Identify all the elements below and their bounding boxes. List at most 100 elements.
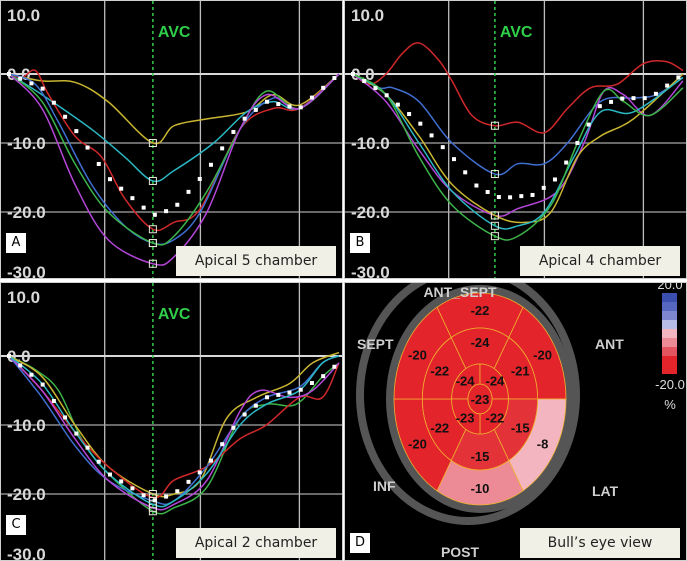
- segment-value: -24: [456, 374, 476, 389]
- average-strain-dot: [141, 205, 146, 210]
- colorbar-step: [662, 293, 677, 302]
- avc-peak-marker: [148, 139, 157, 147]
- average-strain-dot: [575, 141, 580, 145]
- average-strain-dot: [586, 122, 591, 127]
- strain-curve-chart: 10.0 0.0 -10.0 -20.0 -30.0 AVC: [1, 1, 342, 278]
- segment-value: -21: [511, 363, 530, 378]
- panel-a-apical-5-chamber: 10.0 0.0 -10.0 -20.0 -30.0 AVC A Apical 5 cha…: [0, 0, 343, 279]
- average-strain-dot: [620, 96, 625, 101]
- average-strain-dot: [373, 86, 378, 91]
- y-tick-label: 10.0: [351, 6, 384, 25]
- wall-label: SEPT: [357, 336, 394, 352]
- average-strain-dot: [175, 202, 180, 207]
- strain-curve-cyan: [352, 73, 684, 230]
- strain-curve-red: [352, 42, 684, 134]
- average-strain-dot: [265, 99, 270, 104]
- average-strain-dot: [242, 412, 247, 417]
- average-strain-dot: [395, 102, 400, 107]
- strain-curve-red: [8, 69, 340, 232]
- average-strain-dot: [186, 479, 191, 484]
- segment-value: -20: [408, 347, 427, 362]
- panel-letter: C: [6, 515, 26, 535]
- avc-peak-marker: [490, 170, 499, 179]
- average-strain-dot: [29, 81, 34, 86]
- average-strain-dot: [152, 498, 157, 503]
- colorbar-min-label: -20.0: [655, 377, 685, 392]
- average-strain-dot: [265, 395, 270, 400]
- y-tick-label: -10.0: [351, 134, 390, 153]
- average-strain-dot: [485, 189, 490, 194]
- average-strain-dot: [164, 209, 169, 214]
- colorbar-step: [662, 329, 677, 338]
- colorbar-step: [662, 365, 677, 374]
- average-strain-dot: [276, 102, 281, 107]
- average-strain-dot: [40, 86, 45, 91]
- y-tick-label: -30.0: [351, 263, 390, 278]
- average-strain-dot: [429, 133, 434, 138]
- y-tick-label: 0.0: [351, 65, 375, 84]
- colorbar-step: [662, 311, 677, 320]
- average-strain-dot: [242, 116, 247, 121]
- average-strain-dot: [418, 121, 423, 126]
- average-strain-dot: [384, 93, 389, 98]
- average-strain-dot: [231, 129, 236, 134]
- colorbar-unit: %: [664, 397, 676, 412]
- average-strain-dot: [96, 161, 101, 166]
- segment-value: -24: [471, 335, 491, 350]
- strain-curve-magenta: [8, 355, 340, 511]
- y-tick-label: -30.0: [7, 263, 46, 278]
- average-strain-dot: [220, 442, 225, 447]
- y-tick-label: 0.0: [7, 65, 31, 84]
- average-strain-dot: [29, 372, 34, 377]
- average-strain-dot: [321, 374, 326, 379]
- average-strain-dot: [351, 72, 355, 76]
- segment-value: -24: [486, 374, 506, 389]
- average-strain-dot: [7, 354, 11, 358]
- average-strain-dot: [332, 364, 337, 369]
- segment-value: -23: [456, 410, 475, 425]
- segment-value: -15: [471, 449, 490, 464]
- wall-label: POST: [441, 544, 480, 560]
- y-tick-label: 10.0: [7, 6, 40, 25]
- average-strain-dot: [130, 196, 135, 201]
- avc-peak-marker: [148, 176, 157, 185]
- strain-curve-chart: 10.0 0.0 -10.0 -20.0 -30.0 AVC: [345, 1, 686, 278]
- bulls-eye-plot: -22-20-8-10-20-20-24-21-15-15-22-22-24 -2…: [356, 283, 685, 560]
- average-strain-dot: [152, 212, 157, 217]
- average-strain-dot: [276, 392, 281, 397]
- average-strain-dot: [287, 390, 292, 395]
- average-strain-dot: [253, 403, 258, 408]
- average-strain-dot: [18, 363, 23, 368]
- y-tick-label: -20.0: [7, 485, 46, 504]
- segment-value: -22: [430, 421, 449, 436]
- strain-curve-cyan: [8, 355, 340, 508]
- strain-curve-red: [8, 355, 340, 499]
- average-strain-dot: [653, 91, 658, 96]
- average-strain-dot: [220, 146, 225, 151]
- average-strain-dot: [40, 382, 45, 387]
- average-strain-dot: [642, 96, 647, 101]
- y-tick-label: -20.0: [7, 203, 46, 222]
- avc-peak-marker: [148, 259, 157, 268]
- colorbar-step: [662, 356, 677, 365]
- average-strain-dot: [85, 145, 90, 150]
- segment-value: -22: [430, 363, 449, 378]
- average-strain-dot: [85, 445, 90, 450]
- average-strain-dot: [253, 107, 258, 112]
- average-strain-dot: [18, 76, 23, 81]
- average-strain-dot: [63, 114, 68, 119]
- wall-label: ANT_SEPT: [423, 284, 497, 300]
- strain-curve-magenta: [352, 73, 684, 217]
- average-strain-dot: [63, 415, 68, 420]
- strain-curve-magenta: [8, 73, 340, 266]
- panel-b-apical-4-chamber: 10.0 0.0 -10.0 -20.0 -30.0 AVC B Apical 4 cha…: [344, 0, 687, 279]
- average-strain-dot: [474, 183, 479, 188]
- average-strain-dot: [676, 75, 681, 80]
- y-tick-label: -10.0: [7, 134, 46, 153]
- strain-curve-yellow: [8, 73, 340, 145]
- average-strain-dot: [298, 387, 303, 392]
- avc-peak-marker: [490, 121, 499, 130]
- colorbar-step: [662, 320, 677, 329]
- average-strain-dot: [332, 76, 337, 81]
- panel-letter: A: [6, 233, 26, 253]
